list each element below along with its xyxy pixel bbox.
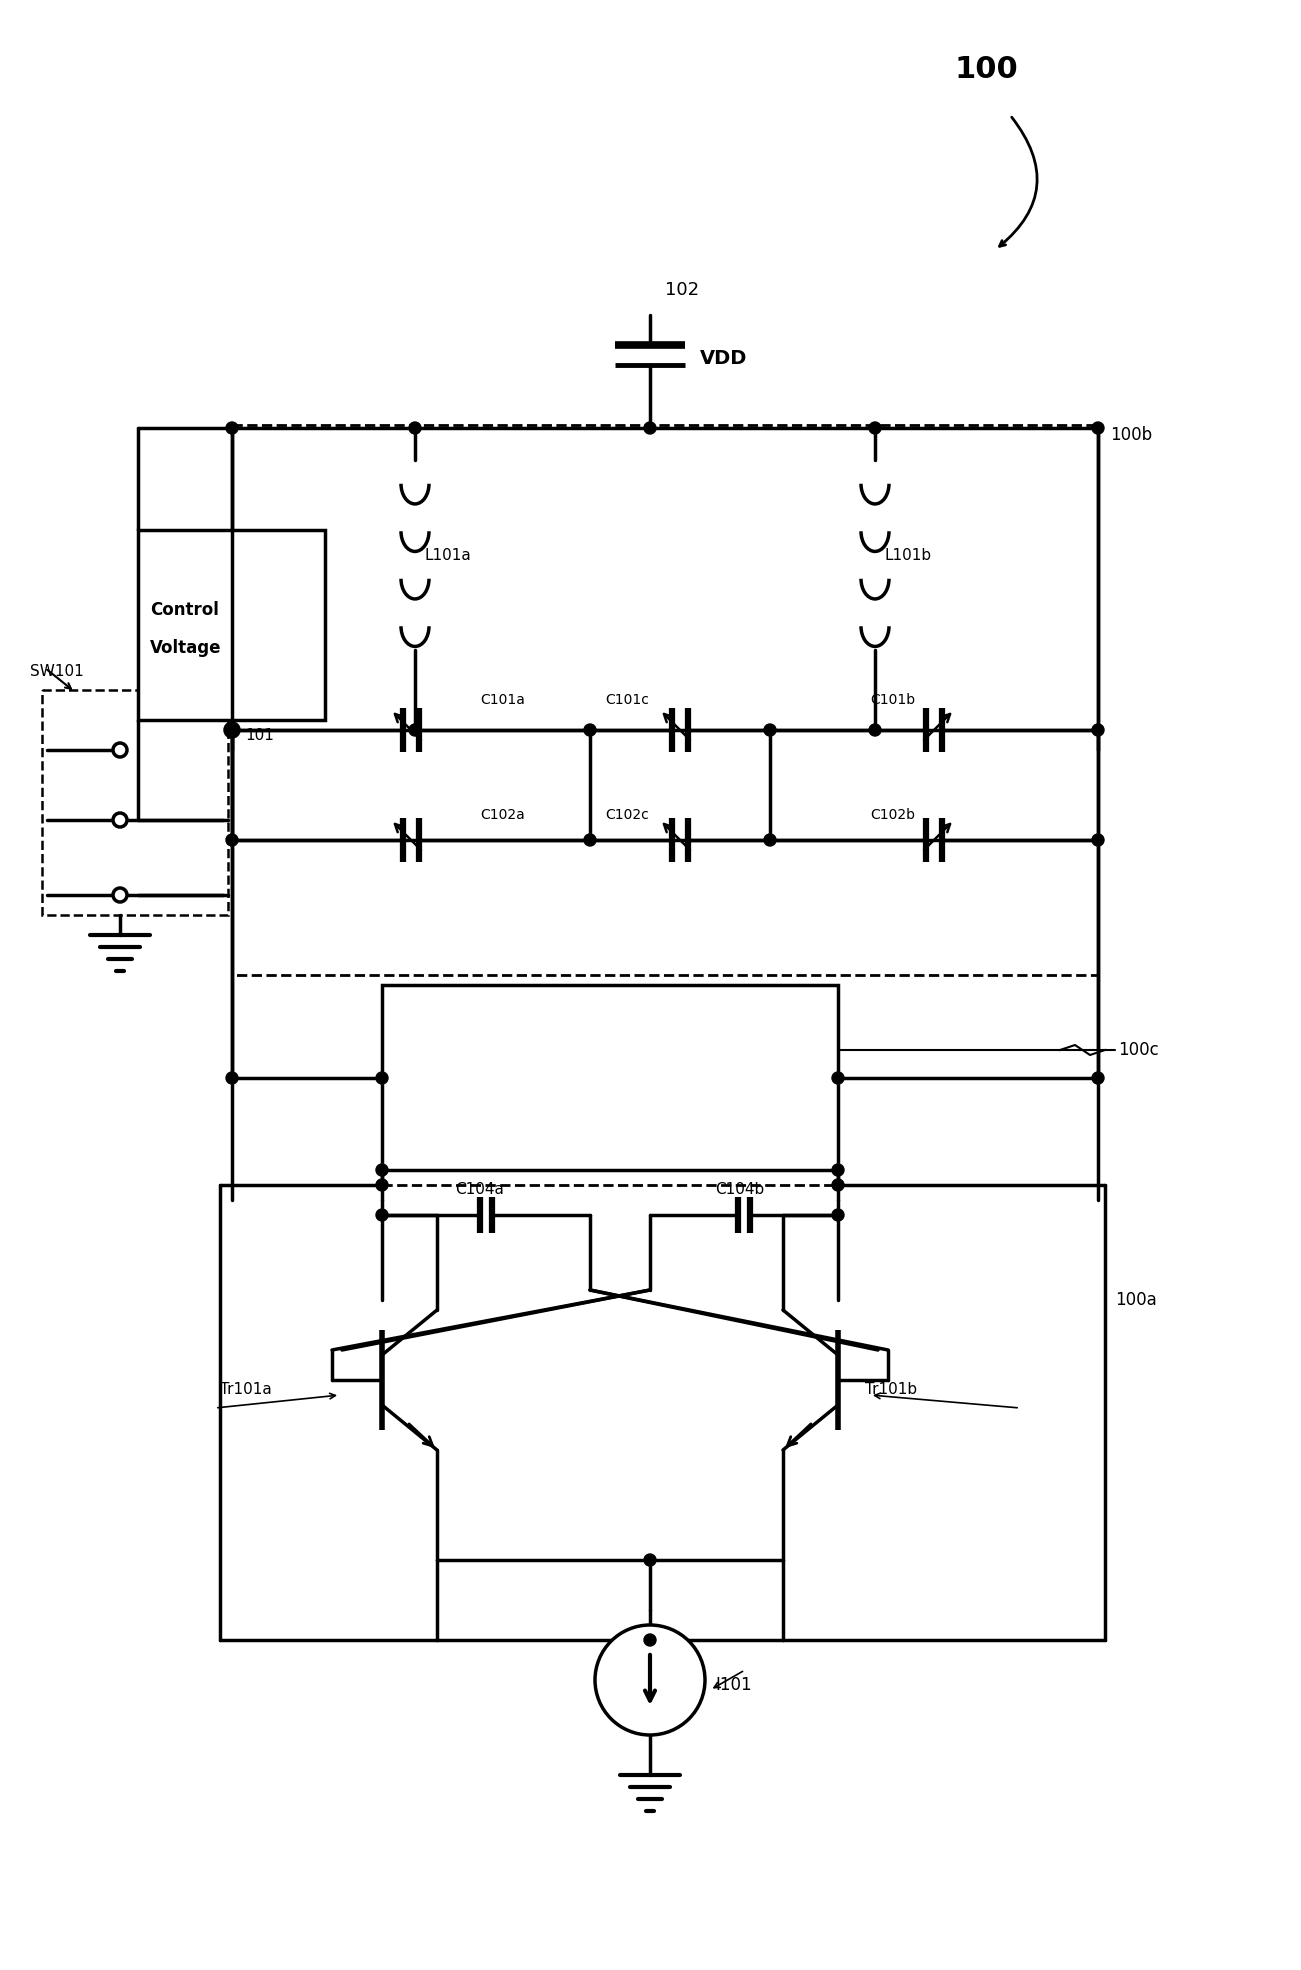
Circle shape xyxy=(1092,833,1105,845)
Text: 102: 102 xyxy=(665,282,699,299)
Text: C104b: C104b xyxy=(716,1182,764,1198)
Circle shape xyxy=(113,743,127,756)
Circle shape xyxy=(376,1178,388,1192)
Circle shape xyxy=(833,1210,844,1221)
Circle shape xyxy=(584,833,596,845)
Text: VDD: VDD xyxy=(700,349,747,368)
Circle shape xyxy=(833,1072,844,1084)
Circle shape xyxy=(1092,1072,1105,1084)
Circle shape xyxy=(1092,725,1105,737)
Circle shape xyxy=(113,814,127,827)
Text: C101a: C101a xyxy=(480,693,524,707)
Circle shape xyxy=(226,833,238,845)
Text: 100a: 100a xyxy=(1115,1290,1157,1308)
Circle shape xyxy=(833,1178,844,1192)
Text: C102c: C102c xyxy=(605,808,649,821)
Text: 100c: 100c xyxy=(1118,1040,1159,1060)
Circle shape xyxy=(869,422,881,433)
Circle shape xyxy=(833,1164,844,1176)
Circle shape xyxy=(113,888,127,902)
Circle shape xyxy=(226,422,238,433)
Text: L101b: L101b xyxy=(885,548,932,563)
Circle shape xyxy=(226,725,238,737)
Text: C104a: C104a xyxy=(455,1182,503,1198)
Circle shape xyxy=(869,725,881,737)
Text: C102b: C102b xyxy=(870,808,915,821)
Text: Voltage: Voltage xyxy=(150,638,221,658)
Circle shape xyxy=(644,422,656,433)
Circle shape xyxy=(584,725,596,737)
Text: 101: 101 xyxy=(245,727,275,743)
Circle shape xyxy=(1092,422,1105,433)
Circle shape xyxy=(226,1072,238,1084)
Circle shape xyxy=(644,1633,656,1647)
Text: Tr101b: Tr101b xyxy=(865,1383,917,1397)
Text: SW101: SW101 xyxy=(30,664,83,680)
Circle shape xyxy=(764,833,775,845)
Circle shape xyxy=(595,1625,705,1736)
FancyBboxPatch shape xyxy=(382,985,838,1170)
Text: Tr101a: Tr101a xyxy=(220,1383,272,1397)
Text: C101b: C101b xyxy=(870,693,915,707)
FancyBboxPatch shape xyxy=(138,530,325,719)
Circle shape xyxy=(376,1164,388,1176)
Circle shape xyxy=(409,422,422,433)
Circle shape xyxy=(644,1554,656,1566)
Circle shape xyxy=(764,725,775,737)
Text: L101a: L101a xyxy=(425,548,472,563)
Text: 100b: 100b xyxy=(1110,426,1153,443)
Circle shape xyxy=(409,725,422,737)
Text: I101: I101 xyxy=(716,1676,752,1694)
Text: C102a: C102a xyxy=(480,808,524,821)
Circle shape xyxy=(376,1210,388,1221)
Text: Control: Control xyxy=(150,601,219,619)
Text: 100: 100 xyxy=(955,55,1019,85)
Circle shape xyxy=(225,723,239,737)
Circle shape xyxy=(376,1072,388,1084)
Text: C101c: C101c xyxy=(605,693,649,707)
